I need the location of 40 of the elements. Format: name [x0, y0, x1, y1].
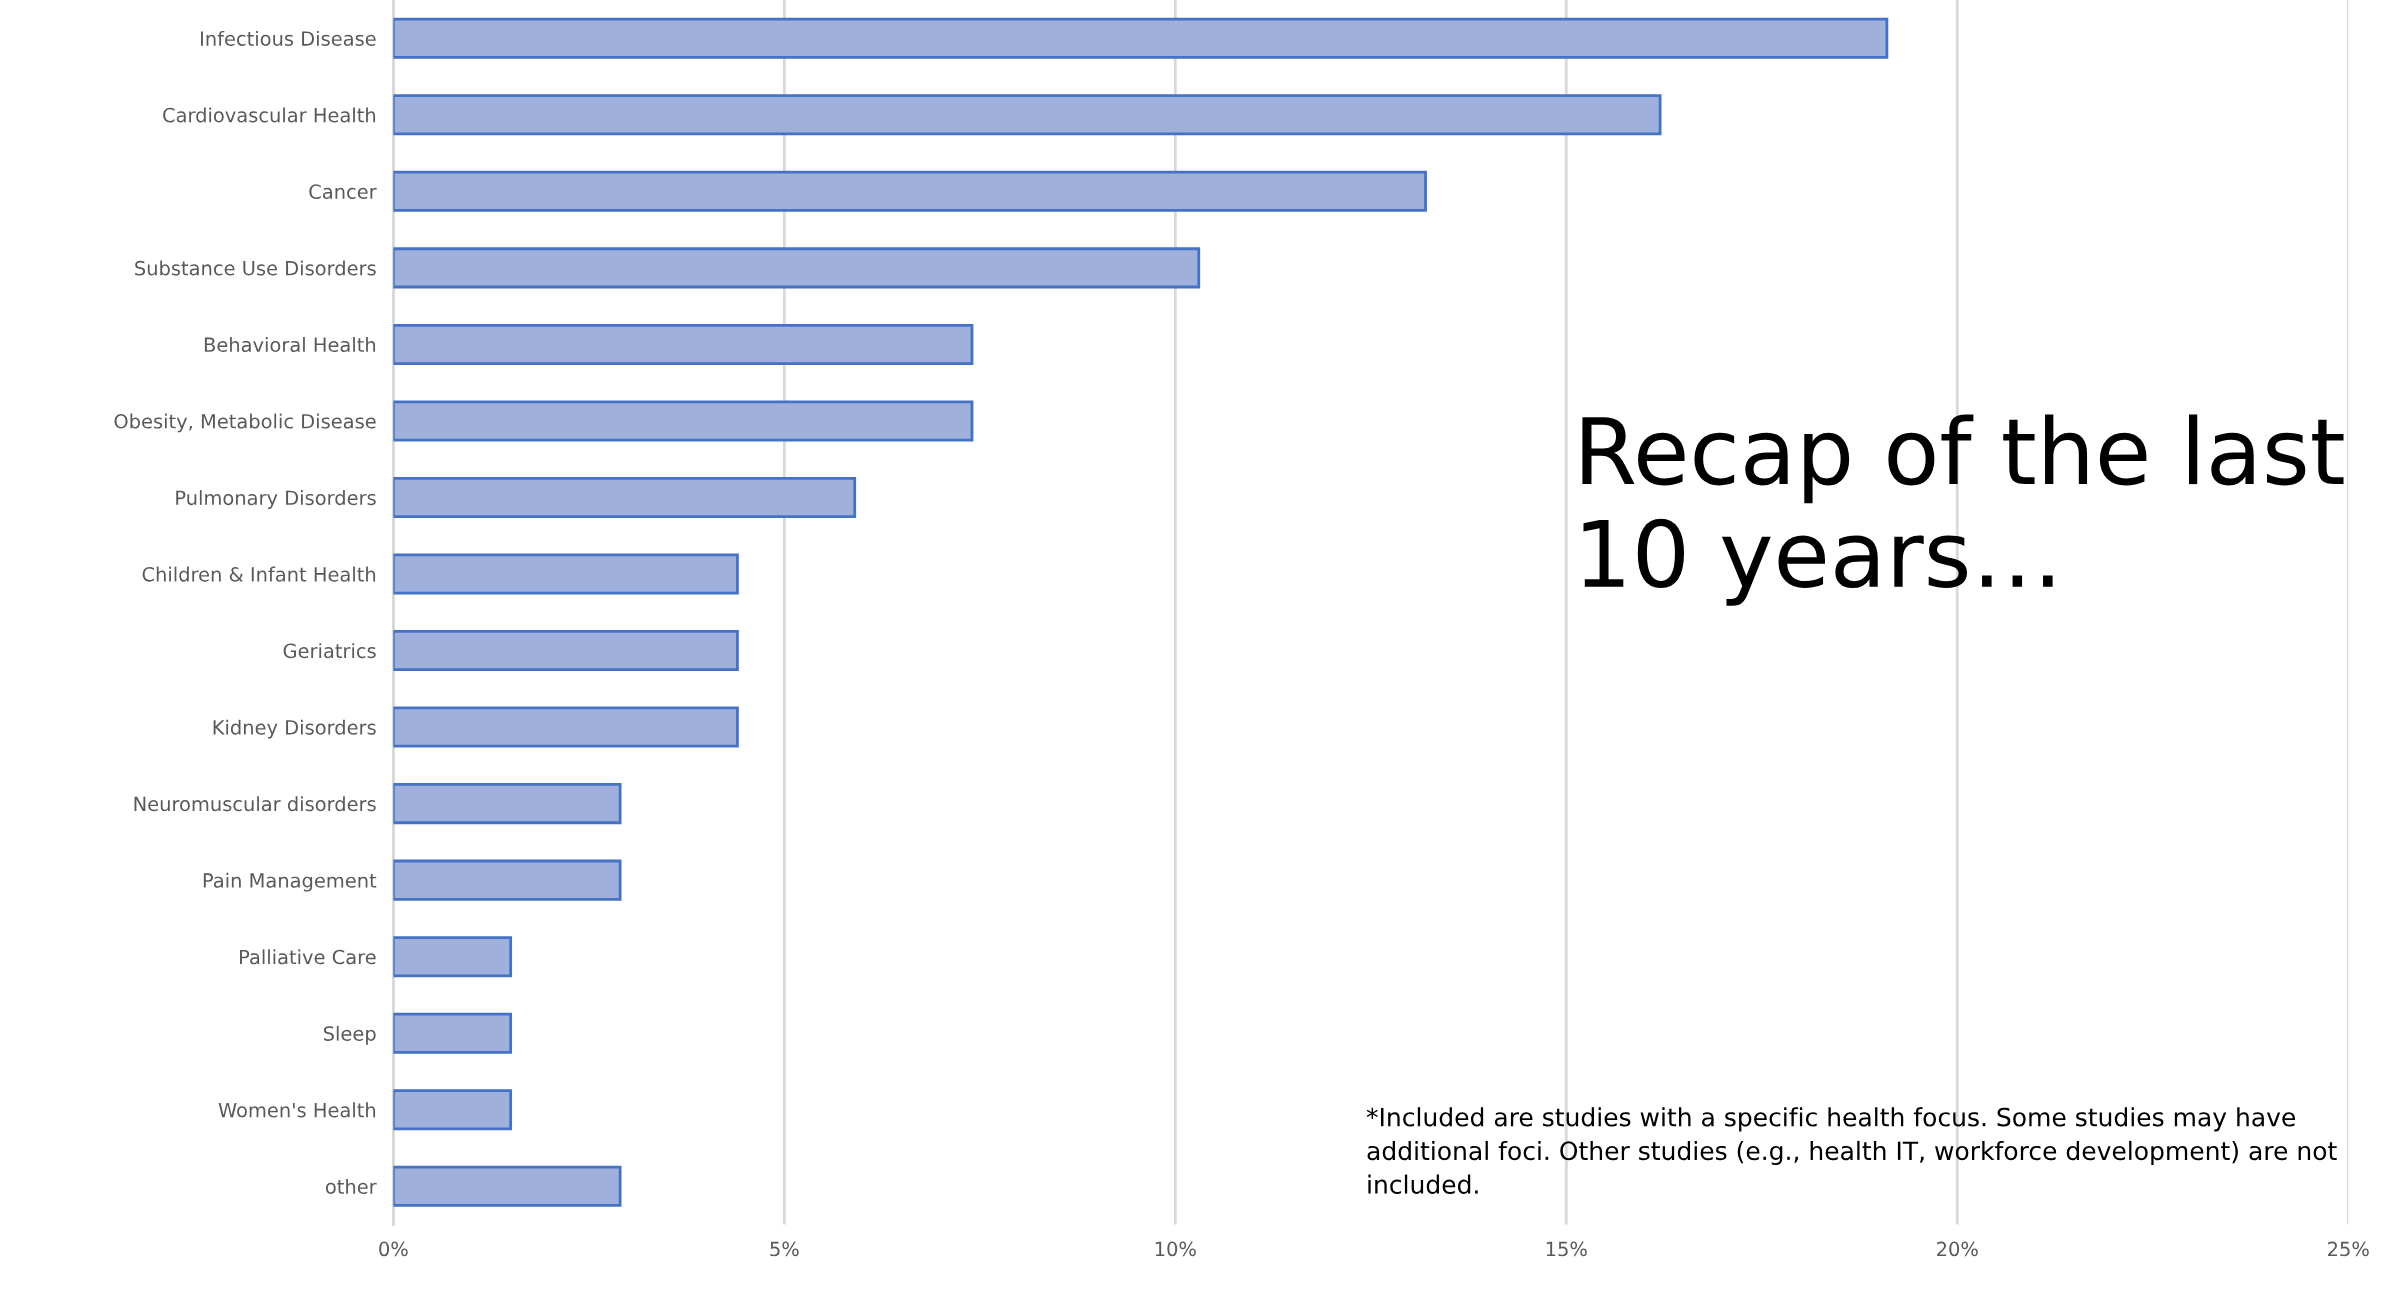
y-tick-label: Pain Management [203, 872, 377, 892]
bar [393, 323, 974, 365]
x-tick-label: 15% [1546, 1241, 1587, 1257]
y-tick-label: Infectious Disease [201, 30, 376, 46]
y-tick-label: other [325, 1178, 377, 1194]
bar [393, 1012, 513, 1054]
bar [393, 476, 857, 518]
bar [393, 1165, 622, 1207]
bar [393, 170, 1427, 212]
bar [393, 706, 739, 748]
x-tick-label: 5% [770, 1241, 799, 1257]
y-tick-label: Cancer [309, 184, 377, 199]
y-tick-label: Cardiovascular Health [163, 107, 376, 123]
y-tick-label: Children & Infant Health [142, 566, 376, 582]
bar [393, 400, 974, 442]
y-tick-label: Behavioral Health [204, 337, 376, 353]
y-tick-label: Women's Health [218, 1102, 376, 1118]
text: Recap of the last 10 years… [1582, 414, 2344, 606]
x-tick-label: 10% [1155, 1241, 1196, 1257]
y-tick-label: Geriatrics [283, 643, 376, 659]
y-tick-label: Substance Use Disorders [135, 260, 376, 276]
y-tick-label: Neuromuscular disorders [134, 796, 376, 812]
x-tick-label: 0% [379, 1241, 408, 1257]
bar [393, 859, 622, 901]
y-tick-label: Kidney Disorders [213, 719, 376, 739]
y-tick-label: Palliative Care [240, 949, 376, 965]
y-tick-label: Obesity, Metabolic Disease [114, 413, 376, 433]
x-tick-label: 25% [2328, 1241, 2369, 1257]
bar [393, 630, 739, 672]
bar [393, 247, 1201, 289]
y-tick-label: Sleep [323, 1025, 376, 1045]
bar [393, 17, 1889, 59]
annotation: *Included are studies with a specific health focus. Some studies may have additional foci. Other studies (e.g., health IT, workforce development) are not included. [1366, 1107, 2337, 1194]
y-tick-label: Pulmonary Disorders [176, 490, 376, 509]
bar [393, 553, 739, 595]
x-tick-label: 20% [1937, 1241, 1978, 1257]
bar [393, 783, 622, 825]
bar [393, 936, 513, 978]
bar [393, 1089, 513, 1131]
bar [393, 94, 1662, 136]
